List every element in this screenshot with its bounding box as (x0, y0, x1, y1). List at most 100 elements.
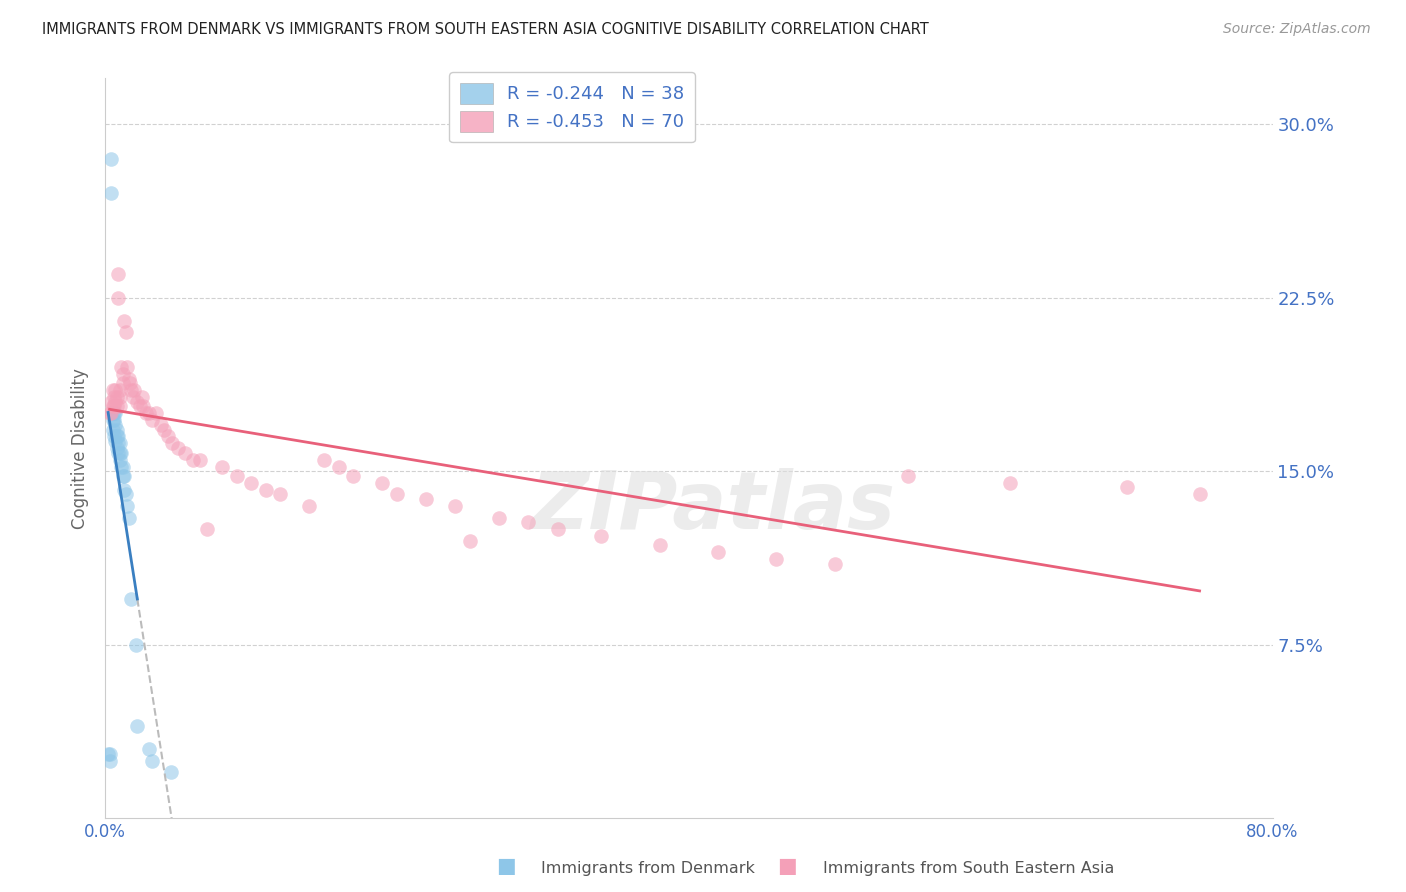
Point (107, 436, 129, 450)
Point (122, 390, 145, 404)
Point (105, 429, 128, 443)
Point (138, 742, 160, 756)
Point (101, 413, 124, 427)
Point (114, 326, 136, 340)
Point (108, 390, 131, 404)
Point (174, 446, 197, 460)
Point (103, 429, 125, 443)
Point (141, 413, 163, 427)
Point (132, 400, 155, 414)
Legend: R = -0.244   N = 38, R = -0.453   N = 70: R = -0.244 N = 38, R = -0.453 N = 70 (450, 72, 695, 143)
Point (225, 468, 247, 483)
Point (124, 383, 146, 397)
Point (298, 499, 321, 513)
Point (547, 522, 569, 536)
Point (162, 436, 184, 450)
Point (104, 394, 127, 409)
Text: ■: ■ (496, 856, 516, 876)
Point (101, 406, 124, 420)
Point (240, 475, 263, 490)
Point (648, 538, 671, 552)
Point (103, 413, 125, 427)
Text: Immigrants from South Eastern Asia: Immigrants from South Eastern Asia (823, 861, 1114, 876)
Point (328, 459, 350, 474)
Point (105, 423, 128, 437)
Point (108, 383, 131, 397)
Point (107, 268, 129, 282)
Point (458, 533, 481, 548)
Point (108, 436, 131, 450)
Point (108, 400, 131, 414)
Point (103, 400, 125, 414)
Point (100, 394, 122, 409)
Point (104, 406, 127, 420)
Point (121, 591, 143, 606)
Point (211, 459, 233, 474)
Point (314, 452, 336, 467)
Point (117, 371, 139, 385)
Point (107, 429, 129, 443)
Text: IMMIGRANTS FROM DENMARK VS IMMIGRANTS FROM SOUTH EASTERN ASIA COGNITIVE DISABILI: IMMIGRANTS FROM DENMARK VS IMMIGRANTS FR… (42, 22, 929, 37)
Point (591, 529, 613, 543)
Point (1115, 480, 1137, 494)
Point (254, 483, 277, 497)
Point (98, 754, 121, 768)
Point (156, 429, 179, 443)
Point (108, 452, 131, 467)
Point (125, 638, 148, 652)
Point (108, 446, 131, 460)
Point (118, 376, 141, 391)
Point (149, 417, 172, 432)
Point (195, 522, 218, 536)
Point (101, 383, 124, 397)
Point (110, 459, 132, 474)
Point (103, 406, 125, 420)
Point (371, 475, 394, 490)
Point (107, 291, 129, 305)
Point (110, 359, 132, 374)
Point (707, 545, 730, 559)
Point (100, 406, 122, 420)
Point (181, 452, 204, 467)
Text: Source: ZipAtlas.com: Source: ZipAtlas.com (1223, 22, 1371, 37)
Point (385, 487, 408, 501)
Point (824, 557, 846, 571)
Y-axis label: Cognitive Disability: Cognitive Disability (72, 368, 89, 529)
Point (111, 367, 134, 381)
Point (111, 468, 134, 483)
Point (998, 475, 1021, 490)
Point (117, 510, 139, 524)
Point (112, 314, 135, 328)
Point (127, 719, 149, 733)
Point (110, 446, 132, 460)
Text: ZIPatlas: ZIPatlas (530, 468, 894, 546)
Point (107, 446, 129, 460)
Point (141, 754, 163, 768)
Point (188, 452, 211, 467)
Point (112, 483, 135, 497)
Point (105, 390, 128, 404)
Point (114, 487, 136, 501)
Point (152, 423, 174, 437)
Point (115, 359, 138, 374)
Point (444, 499, 467, 513)
Point (104, 417, 127, 432)
Point (765, 552, 787, 566)
Point (104, 383, 127, 397)
Point (1188, 487, 1211, 501)
Point (269, 487, 291, 501)
Point (517, 515, 540, 529)
Text: ■: ■ (778, 856, 797, 876)
Point (342, 468, 364, 483)
Point (131, 390, 153, 404)
Point (121, 383, 143, 397)
Point (138, 406, 160, 420)
Point (135, 406, 157, 420)
Point (111, 376, 134, 391)
Point (105, 400, 128, 414)
Point (98, 747, 121, 761)
Point (101, 423, 124, 437)
Point (488, 510, 510, 524)
Point (103, 390, 125, 404)
Point (98, 406, 121, 420)
